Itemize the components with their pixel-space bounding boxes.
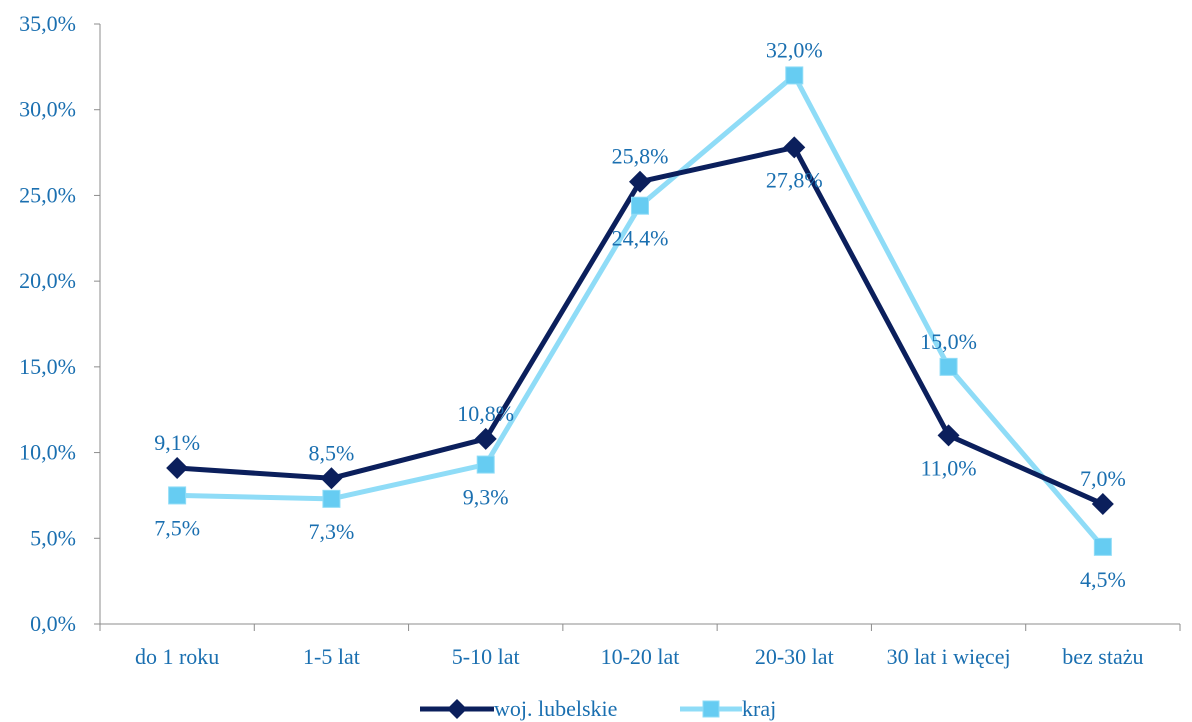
y-tick-label: 30,0% bbox=[19, 97, 76, 122]
data-label-woj-lubelskie: 11,0% bbox=[921, 455, 977, 480]
x-category-label: 1-5 lat bbox=[303, 644, 360, 669]
x-category-label: bez stażu bbox=[1062, 644, 1143, 669]
data-label-kraj: 24,4% bbox=[612, 226, 669, 251]
x-category-label: do 1 roku bbox=[135, 644, 219, 669]
legend-marker-woj-lubelskie bbox=[447, 699, 467, 719]
chart-axes: 0,0% 5,0% 10,0% 15,0% 20,0% 25,0% 30,0% 35,0% do… bbox=[19, 11, 1181, 669]
data-point-kraj bbox=[939, 357, 958, 376]
x-category-label: 20-30 lat bbox=[755, 644, 834, 669]
y-tick-label: 15,0% bbox=[19, 354, 76, 379]
y-tick-label: 10,0% bbox=[19, 440, 76, 465]
legend-label-kraj: kraj bbox=[742, 696, 776, 721]
data-label-woj-lubelskie: 7,0% bbox=[1080, 466, 1126, 491]
data-label-kraj: 15,0% bbox=[920, 329, 977, 354]
data-point-woj-lubelskie bbox=[629, 170, 651, 193]
data-point-kraj bbox=[785, 66, 804, 85]
data-point-kraj bbox=[476, 455, 495, 474]
data-label-kraj: 4,5% bbox=[1080, 567, 1126, 592]
data-label-woj-lubelskie: 27,8% bbox=[766, 167, 823, 192]
y-tick-label: 5,0% bbox=[30, 525, 76, 550]
y-tick-label: 0,0% bbox=[30, 611, 76, 636]
data-label-woj-lubelskie: 9,1% bbox=[154, 430, 200, 455]
series-markers bbox=[166, 66, 1114, 556]
data-point-kraj bbox=[322, 489, 341, 508]
data-point-kraj bbox=[1093, 537, 1112, 556]
data-label-woj-lubelskie: 8,5% bbox=[309, 440, 355, 465]
data-label-woj-lubelskie: 10,8% bbox=[457, 401, 514, 426]
y-tick-label: 35,0% bbox=[19, 11, 76, 36]
data-point-woj-lubelskie bbox=[783, 136, 806, 159]
data-label-kraj: 7,3% bbox=[309, 519, 355, 544]
data-label-kraj: 9,3% bbox=[463, 485, 509, 510]
data-labels: 9,1% 8,5% 10,8% 25,8% 27,8% 11,0% 7,0% 7,5% 7,3%… bbox=[154, 37, 1126, 591]
y-tick-label: 25,0% bbox=[19, 182, 76, 207]
data-point-woj-lubelskie bbox=[474, 427, 497, 450]
data-label-kraj: 7,5% bbox=[154, 515, 200, 540]
data-point-kraj bbox=[168, 486, 187, 505]
data-point-woj-lubelskie bbox=[166, 457, 189, 479]
legend: woj. lubelskie kraj bbox=[420, 696, 776, 721]
x-category-label: 5-10 lat bbox=[452, 644, 520, 669]
data-point-woj-lubelskie bbox=[1091, 493, 1114, 515]
data-point-woj-lubelskie bbox=[320, 467, 343, 490]
data-label-woj-lubelskie: 25,8% bbox=[612, 144, 669, 169]
data-point-kraj bbox=[631, 196, 649, 215]
x-category-label: 30 lat i więcej bbox=[887, 644, 1011, 669]
data-point-woj-lubelskie bbox=[937, 424, 960, 447]
legend-label-woj-lubelskie: woj. lubelskie bbox=[494, 696, 617, 721]
y-tick-label: 20,0% bbox=[19, 268, 76, 293]
x-category-label: 10-20 lat bbox=[601, 644, 680, 669]
legend-marker-kraj bbox=[702, 700, 720, 718]
data-label-kraj: 32,0% bbox=[766, 37, 823, 62]
